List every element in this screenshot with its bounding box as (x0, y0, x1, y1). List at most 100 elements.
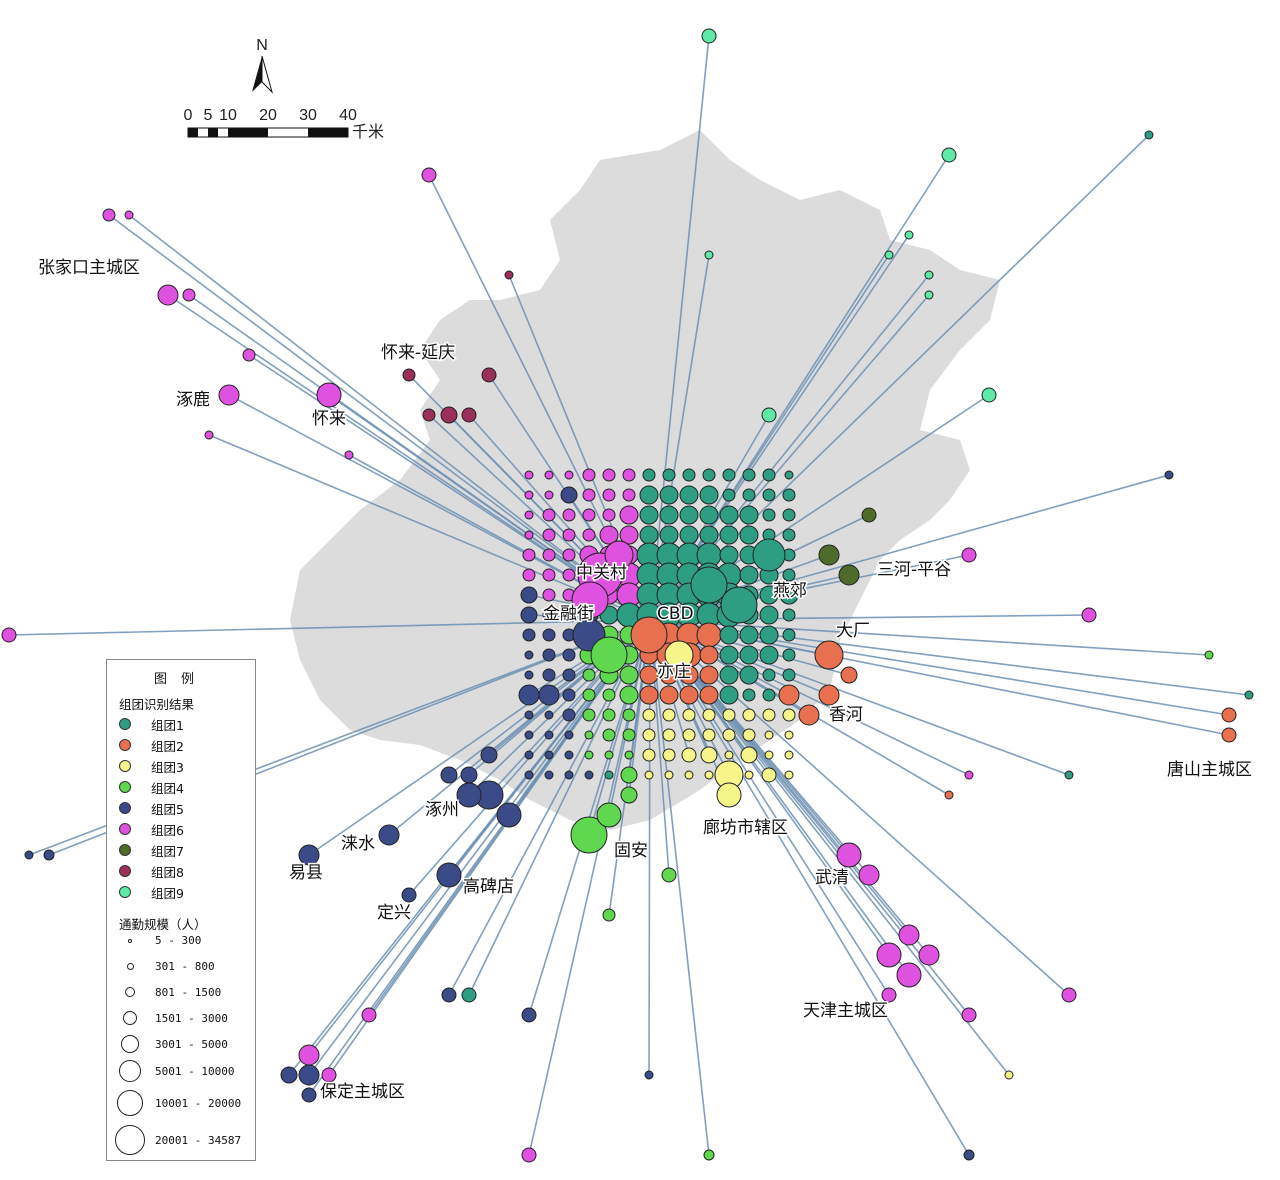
core-node-203 (642, 748, 656, 762)
hub-node-2 (571, 581, 609, 619)
core-node-195 (764, 730, 774, 740)
core-node-57 (522, 548, 536, 562)
outer-node-67 (496, 802, 522, 828)
outer-node-77 (1164, 470, 1174, 480)
outer-node-32 (280, 1066, 298, 1084)
flow-line-18 (8, 619, 651, 636)
legend-title: 图例 (153, 672, 208, 687)
outer-node-59 (570, 816, 608, 854)
label-huailai-yanqing: 怀来-延庆 (381, 343, 455, 363)
core-node-154 (782, 668, 796, 682)
outer-node-75 (520, 586, 538, 604)
core-node-219 (684, 770, 694, 780)
core-node-182 (782, 708, 796, 722)
core-node-136 (699, 645, 719, 665)
size-circle-7 (117, 1090, 143, 1116)
core-node-143 (562, 668, 576, 682)
outer-node-45 (898, 924, 920, 946)
hub-node-3 (604, 540, 634, 570)
core-node-39 (719, 505, 739, 525)
outer-node-37 (703, 1149, 715, 1161)
outer-node-92 (904, 230, 914, 240)
core-node-187 (602, 728, 616, 742)
legend-cluster-8: 组团8 (119, 861, 184, 881)
core-node-201 (604, 750, 614, 760)
core-node-185 (564, 730, 574, 740)
outer-node-31 (298, 1044, 320, 1066)
core-node-189 (642, 728, 656, 742)
legend-cluster-8-label: 组团8 (151, 864, 184, 880)
outer-node-11 (440, 406, 458, 424)
scale-tick-0: 0 (184, 107, 193, 124)
core-node-212 (544, 770, 554, 780)
outer-node-62 (620, 786, 638, 804)
core-node-160 (619, 685, 639, 705)
core-node-100 (542, 608, 556, 622)
core-node-213 (564, 770, 574, 780)
label-yanjiao: 燕郊 (773, 581, 807, 601)
core-node-28 (782, 488, 796, 502)
label-zhongguancun: 中关村 (576, 563, 627, 583)
cluster-3-swatch (119, 760, 131, 772)
core-node-19 (602, 488, 616, 502)
outer-node-78 (1204, 650, 1214, 660)
outer-node-69 (480, 746, 498, 764)
flow-line-3 (108, 214, 651, 621)
core-node-37 (679, 505, 699, 525)
label-laishui: 涞水 (341, 834, 375, 854)
core-node-123 (719, 625, 739, 645)
outer-node-10 (402, 368, 416, 382)
outer-node-36 (521, 1147, 537, 1163)
label-zhuozhou: 涿州 (425, 800, 459, 820)
flow-line-88 (468, 619, 651, 996)
core-node-48 (619, 525, 639, 545)
place-labels: 张家口主城区 怀来-延庆 涿鹿 怀来 中关村 金融街 CBD 燕郊 三河-平谷 … (37, 257, 1254, 1104)
outer-node-5 (182, 288, 196, 302)
core-node-31 (562, 508, 576, 522)
outer-node-49 (814, 640, 844, 670)
core-node-127 (524, 650, 534, 660)
core-node-171 (562, 708, 576, 722)
core-node-149 (679, 665, 699, 685)
core-node-142 (542, 668, 556, 682)
core-node-125 (759, 625, 779, 645)
core-node-35 (639, 505, 659, 525)
core-node-162 (659, 685, 679, 705)
core-node-152 (739, 665, 759, 685)
outer-node-33 (298, 1064, 320, 1086)
outer-node-22 (861, 507, 877, 523)
cluster-9-swatch (119, 886, 131, 898)
size-label-6: 5001 - 10000 (155, 1065, 235, 1078)
outer-node-79 (1244, 690, 1254, 700)
core-node-36 (659, 505, 679, 525)
flow-line-49 (649, 619, 830, 656)
north-arrow: N (252, 37, 273, 94)
core-node-10 (702, 468, 716, 482)
flow-line-1 (649, 35, 710, 621)
core-node-192 (702, 728, 716, 742)
core-node-5 (602, 468, 616, 482)
label-dingxing: 定兴 (377, 903, 411, 923)
scale-bar-seg-d (308, 128, 348, 137)
flow-line-39 (649, 619, 1070, 996)
core-node-101 (562, 608, 576, 622)
core-node-51 (679, 525, 699, 545)
outer-node-44 (918, 944, 940, 966)
core-node-111 (759, 605, 779, 625)
core-node-128 (542, 648, 556, 662)
outer-node-6 (242, 348, 256, 362)
core-node-158 (582, 688, 596, 702)
core-node-180 (742, 708, 756, 722)
core-node-15 (524, 490, 534, 500)
core-node-11 (722, 468, 736, 482)
outer-node-84 (644, 1070, 654, 1080)
size-label-2: 301 - 800 (155, 960, 215, 973)
core-node-50 (659, 525, 679, 545)
core-node-23 (679, 485, 699, 505)
label-tianjin: 天津主城区 (803, 1001, 888, 1021)
scale-bar-seg-c (228, 128, 268, 137)
outer-node-55 (700, 746, 718, 764)
outer-node-13 (422, 408, 436, 422)
outer-node-85 (361, 1007, 377, 1023)
core-node-179 (722, 708, 736, 722)
